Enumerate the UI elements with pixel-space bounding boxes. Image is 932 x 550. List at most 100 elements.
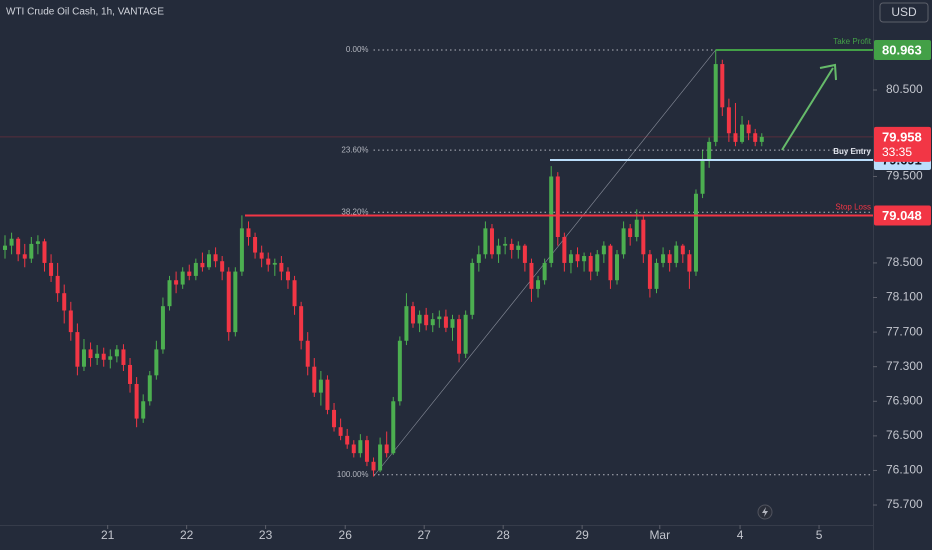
candle-body xyxy=(332,409,337,428)
last-price-badge: 79.958 xyxy=(882,129,922,144)
candle-body xyxy=(457,319,462,354)
candle-body xyxy=(68,310,73,333)
trade-label: Stop Loss xyxy=(835,203,871,212)
candle-body xyxy=(470,262,475,315)
candle-body xyxy=(661,254,666,263)
candle-body xyxy=(687,254,692,272)
candle-body xyxy=(595,254,600,272)
candle-body xyxy=(226,271,231,333)
candle-body xyxy=(680,245,685,255)
candle-body xyxy=(391,401,396,454)
countdown: 33:35 xyxy=(882,145,912,159)
candle-body xyxy=(443,316,448,328)
candle-body xyxy=(167,280,172,307)
candle-body xyxy=(568,254,573,263)
candle-body xyxy=(154,349,159,376)
candle-body xyxy=(358,440,363,454)
take-profit-badge-bg xyxy=(874,39,931,60)
x-tick-label: 22 xyxy=(180,528,194,542)
candle-body xyxy=(174,280,179,285)
candle-body xyxy=(233,271,238,333)
candle-body xyxy=(542,262,547,281)
x-tick-label: 5 xyxy=(816,528,823,542)
candle-body xyxy=(279,262,284,272)
candle-body xyxy=(239,228,244,272)
candle-body xyxy=(213,254,218,262)
candle-body xyxy=(417,314,422,324)
candle-body xyxy=(503,243,508,246)
candle-body xyxy=(555,176,560,237)
candle-body xyxy=(397,340,402,402)
candle-body xyxy=(516,245,521,250)
candle-body xyxy=(463,314,468,354)
x-tick-label: 4 xyxy=(737,528,744,542)
target-arrowhead xyxy=(819,63,837,81)
candle-body xyxy=(746,124,751,134)
candle-body xyxy=(450,319,455,328)
candle-body xyxy=(740,124,745,142)
candle-body xyxy=(134,383,139,419)
candle-body xyxy=(75,332,80,367)
candle-body xyxy=(266,258,271,265)
candle-body xyxy=(384,444,389,454)
candle-body xyxy=(160,306,165,350)
candle-body xyxy=(200,262,205,268)
y-tick-label: 76.500 xyxy=(886,428,923,442)
y-tick-label: 76.900 xyxy=(886,393,923,407)
candle-body xyxy=(496,245,501,255)
candle-body xyxy=(693,193,698,272)
candle-body xyxy=(371,461,376,471)
candle-body xyxy=(726,107,731,134)
plot-area: 0.00% 23.60% 38.20% 100.00% Take Profit Buy E… xyxy=(0,37,873,479)
y-tick-label: 77.300 xyxy=(886,359,923,373)
x-tick-label: 26 xyxy=(339,528,353,542)
candle-body xyxy=(582,256,587,262)
candle-body xyxy=(101,353,106,360)
candle-body xyxy=(700,159,705,194)
currency[interactable]: USD xyxy=(891,5,917,19)
candle-body xyxy=(3,245,8,250)
candle-body xyxy=(29,243,34,259)
trade-label: Take Profit xyxy=(833,37,872,46)
candle-body xyxy=(575,254,580,262)
candle-body xyxy=(220,261,225,272)
candle-body xyxy=(35,241,40,244)
fib-label: 0.00% xyxy=(346,45,369,54)
candle-body xyxy=(641,219,646,255)
candle-body xyxy=(437,316,442,320)
candle-body xyxy=(9,238,14,246)
candle-body xyxy=(536,280,541,289)
fib-label: 23.60% xyxy=(341,145,368,154)
candle-body xyxy=(753,133,758,142)
candle-body xyxy=(16,238,21,255)
target-arrow xyxy=(781,67,834,151)
candle-body xyxy=(615,254,620,281)
candle-body xyxy=(207,254,212,268)
y-tick-label: 80.500 xyxy=(886,82,923,96)
candle-body xyxy=(305,340,310,367)
candle-body xyxy=(667,254,672,263)
x-tick-label: Mar xyxy=(649,528,670,542)
candle-body xyxy=(128,364,133,384)
candle-body xyxy=(187,271,192,276)
candle-body xyxy=(733,133,738,142)
currency-box[interactable] xyxy=(879,2,929,23)
candle-body xyxy=(601,245,606,255)
last-price-badge-bg xyxy=(874,126,931,162)
candle-body xyxy=(292,280,297,307)
y-tick-label: 79.500 xyxy=(886,169,923,183)
candle-body xyxy=(318,379,323,393)
candle-body xyxy=(345,435,350,445)
candle-body xyxy=(81,349,86,367)
fib-label: 38.20% xyxy=(341,207,368,216)
candle-body xyxy=(325,379,330,410)
y-tick-label: 77.700 xyxy=(886,324,923,338)
stop-loss-badge-bg xyxy=(874,205,931,226)
candle-body xyxy=(42,241,47,263)
x-tick-label: 21 xyxy=(101,528,115,542)
fib-label: 100.00% xyxy=(337,470,369,479)
candle-body xyxy=(713,64,718,142)
candle-body xyxy=(522,245,527,263)
chart-title: WTI Crude Oil Cash, 1h, VANTAGE xyxy=(6,7,164,18)
lightning-icon[interactable] xyxy=(762,507,768,517)
